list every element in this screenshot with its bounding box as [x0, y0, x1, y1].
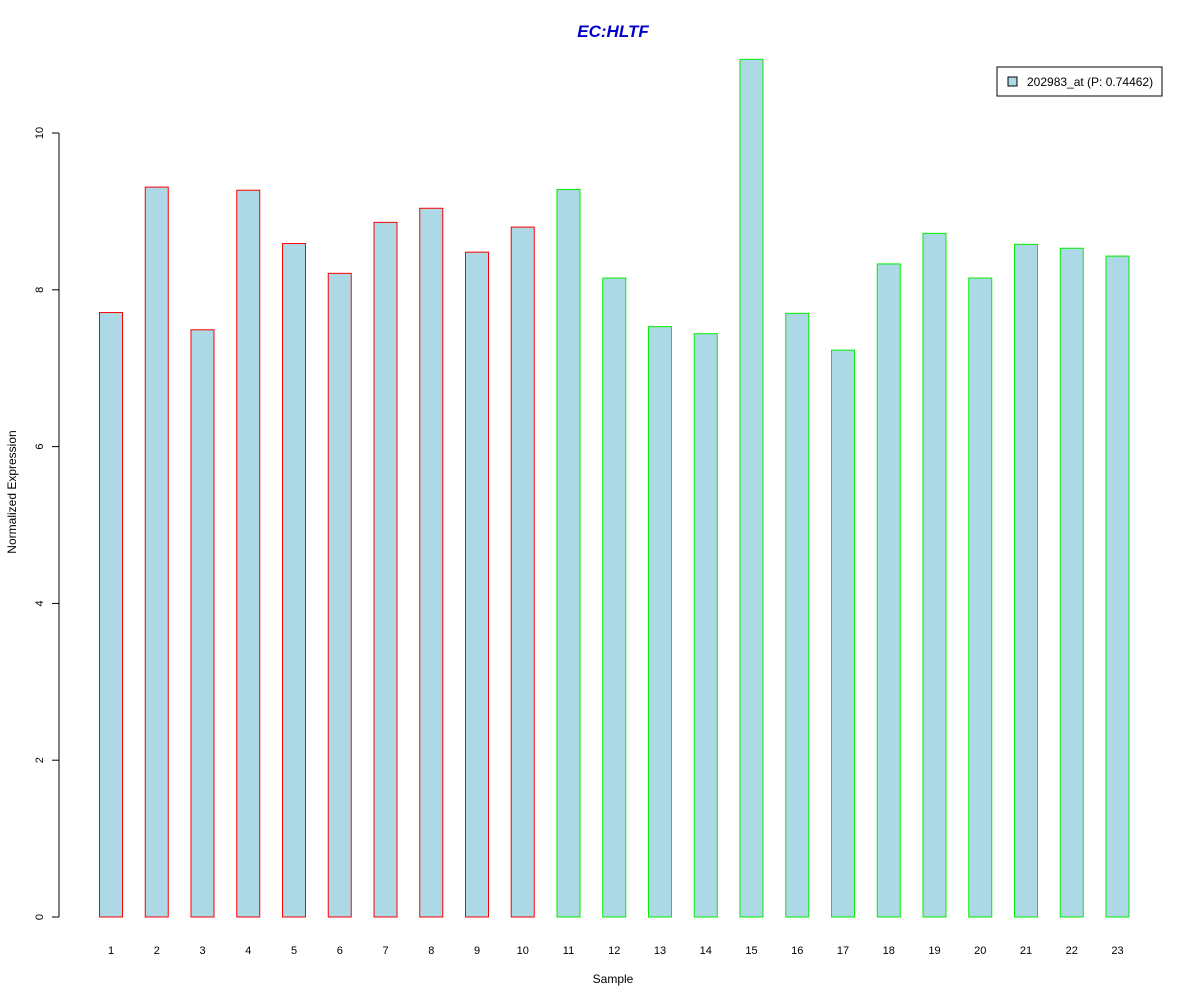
bar-sample-18 — [876, 263, 901, 918]
legend-box — [996, 66, 1163, 97]
bar-sample-6 — [327, 272, 352, 918]
y-axis-label: Normalized Expression — [5, 430, 19, 553]
x-tick-label: 23 — [1111, 945, 1123, 957]
legend-label: 202983_at (P: 0.74462) — [1027, 75, 1153, 89]
bar-sample-15 — [739, 58, 764, 918]
x-tick-label: 1 — [108, 945, 114, 957]
x-tick-label: 22 — [1066, 945, 1078, 957]
x-tick-label: 9 — [474, 945, 480, 957]
bar-sample-12 — [602, 277, 627, 918]
bar-sample-9 — [465, 251, 489, 918]
bar-sample-7 — [373, 221, 398, 918]
bar-sample-8 — [419, 207, 444, 918]
legend-swatch — [1007, 76, 1018, 87]
x-tick-label: 17 — [837, 945, 849, 957]
x-tick-label: 15 — [745, 945, 757, 957]
bar-sample-1 — [99, 312, 123, 918]
bar-sample-17 — [831, 349, 855, 918]
x-tick-label: 18 — [883, 945, 895, 957]
y-tick-label: 4 — [34, 600, 46, 606]
x-tick-label: 21 — [1020, 945, 1032, 957]
y-tick-label: 2 — [34, 757, 46, 763]
x-tick-label: 8 — [428, 945, 434, 957]
y-axis: 0 2 4 6 8 10 — [34, 127, 60, 920]
x-tick-label: 13 — [654, 945, 666, 957]
bar-sample-13 — [648, 326, 672, 918]
y-tick-label: 10 — [34, 127, 46, 139]
x-axis-label: Sample — [593, 972, 634, 986]
bar-sample-16 — [785, 312, 810, 918]
bar-sample-21 — [1014, 243, 1038, 918]
bar-sample-3 — [190, 329, 215, 918]
y-tick-label: 0 — [34, 914, 46, 920]
x-tick-label: 14 — [700, 945, 712, 957]
bar-sample-23 — [1105, 255, 1130, 918]
x-tick-label: 3 — [199, 945, 205, 957]
x-tick-labels: 1 2 3 4 5 6 7 8 9 10 11 12 13 14 15 16 17 18 19 20 21 22 23 — [108, 945, 1124, 957]
bars — [99, 58, 1130, 918]
bar-sample-5 — [282, 243, 306, 918]
x-tick-label: 11 — [563, 945, 574, 957]
legend: 202983_at (P: 0.74462) — [996, 66, 1163, 97]
x-tick-label: 7 — [382, 945, 388, 957]
bar-sample-10 — [510, 226, 535, 918]
x-tick-label: 20 — [974, 945, 986, 957]
y-tick-label: 6 — [34, 444, 46, 450]
x-tick-label: 6 — [337, 945, 343, 957]
x-tick-label: 2 — [154, 945, 160, 957]
bar-sample-20 — [968, 277, 993, 918]
x-tick-label: 10 — [517, 945, 529, 957]
bar-sample-22 — [1059, 247, 1084, 918]
x-tick-label: 16 — [791, 945, 803, 957]
y-tick-label: 8 — [34, 287, 46, 293]
bar-sample-19 — [922, 232, 947, 918]
bar-sample-11 — [556, 188, 581, 918]
chart-title: EC:HLTF — [577, 22, 649, 41]
bar-sample-14 — [693, 333, 718, 918]
bar-sample-4 — [236, 189, 261, 918]
x-tick-label: 19 — [928, 945, 940, 957]
x-tick-label: 12 — [608, 945, 620, 957]
bar-sample-2 — [144, 186, 169, 918]
x-tick-label: 5 — [291, 945, 297, 957]
x-tick-label: 4 — [245, 945, 251, 957]
